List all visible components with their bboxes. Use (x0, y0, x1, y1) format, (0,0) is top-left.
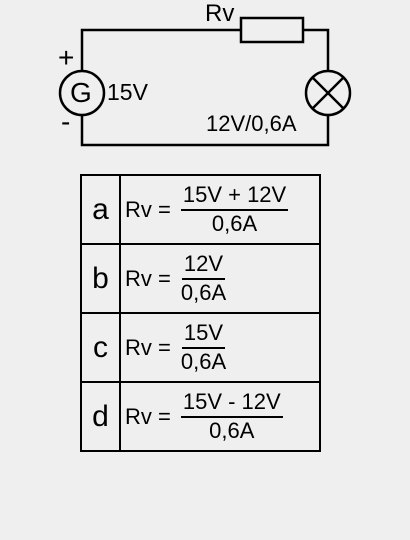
formula-fraction: 15V + 12V 0,6A (180, 183, 289, 236)
resistor-label: Rv (205, 0, 235, 27)
formula-denominator: 0,6A (180, 348, 227, 374)
generator-symbol (58, 69, 106, 117)
generator-symbol-label: G (70, 77, 92, 108)
formula-numerator: 12V (181, 252, 226, 280)
options-table: a Rv = 15V + 12V 0,6A b Rv = 12V 0,6A c … (80, 174, 321, 452)
option-row-a[interactable]: a Rv = 15V + 12V 0,6A (82, 176, 319, 245)
formula-lhs: Rv = (125, 334, 171, 360)
formula-numerator: 15V (181, 321, 226, 349)
resistor-symbol (239, 16, 305, 44)
option-row-c[interactable]: c Rv = 15V 0,6A (82, 314, 319, 383)
option-letter: b (82, 245, 121, 312)
plus-sign: + (58, 42, 75, 73)
wire-top-left (80, 28, 241, 82)
formula-lhs: Rv = (125, 265, 171, 291)
option-formula: Rv = 15V + 12V 0,6A (121, 176, 319, 243)
formula-numerator: 15V - 12V (180, 390, 283, 418)
formula-lhs: Rv = (125, 403, 171, 429)
circuit-diagram: Rv G 15V + - 12V/0,6A (0, 0, 410, 170)
formula-denominator: 0,6A (209, 417, 255, 443)
formula-fraction: 12V 0,6A (180, 252, 227, 305)
formula-fraction: 15V - 12V 0,6A (180, 390, 283, 443)
minus-sign: - (61, 106, 71, 137)
option-row-b[interactable]: b Rv = 12V 0,6A (82, 245, 319, 314)
formula-numerator: 15V + 12V (180, 183, 289, 211)
option-row-d[interactable]: d Rv = 15V - 12V 0,6A (82, 383, 319, 450)
formula-lhs: Rv = (125, 196, 171, 222)
option-formula: Rv = 12V 0,6A (121, 245, 319, 312)
formula-fraction: 15V 0,6A (180, 321, 227, 374)
wire-top-right (303, 28, 330, 70)
option-formula: Rv = 15V 0,6A (121, 314, 319, 381)
option-letter: d (82, 383, 121, 450)
option-formula: Rv = 15V - 12V 0,6A (121, 383, 319, 450)
formula-denominator: 0,6A (180, 279, 227, 305)
lamp-symbol (304, 69, 352, 117)
option-letter: c (82, 314, 121, 381)
option-letter: a (82, 176, 121, 243)
wire-bottom (80, 113, 330, 147)
circuit-wires (58, 16, 352, 147)
lamp-rating-label: 12V/0,6A (206, 111, 297, 136)
generator-voltage-label: 15V (107, 79, 148, 105)
formula-denominator: 0,6A (211, 210, 258, 236)
